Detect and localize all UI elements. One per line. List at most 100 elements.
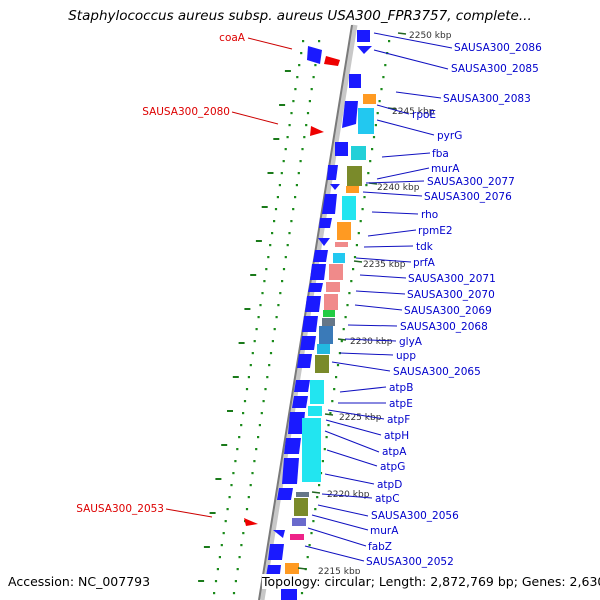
feature-orange[interactable] xyxy=(337,222,351,240)
cds-arrow[interactable] xyxy=(273,530,285,538)
track-dot xyxy=(273,220,276,223)
scale-label: 2220 kbp xyxy=(327,490,370,500)
track-dot xyxy=(353,256,357,259)
track-dot xyxy=(240,544,243,547)
feature-salmon[interactable] xyxy=(324,294,338,310)
track-dash xyxy=(279,104,286,106)
feature-steel[interactable] xyxy=(319,326,333,344)
cds-arrow[interactable] xyxy=(319,218,332,228)
feature-olive[interactable] xyxy=(347,166,362,186)
feature-cyan[interactable] xyxy=(302,418,321,482)
cds-arrow[interactable] xyxy=(292,396,308,408)
feature-cyan[interactable] xyxy=(333,253,345,263)
cds-arrow[interactable] xyxy=(307,46,322,64)
track-dot xyxy=(300,52,303,55)
cds-arrow[interactable] xyxy=(308,283,323,292)
gene-labels-right: SAUSA300_2086 SAUSA300_2085 SAUSA300_208… xyxy=(366,42,542,568)
cds-arrow[interactable] xyxy=(305,296,321,312)
cds-arrow[interactable] xyxy=(342,101,358,128)
feature-salmon[interactable] xyxy=(329,264,343,280)
cds-arrow[interactable] xyxy=(288,412,305,434)
track-dot xyxy=(265,268,268,271)
feature-orange[interactable] xyxy=(285,563,299,575)
track-dot xyxy=(232,592,236,595)
track-dot xyxy=(228,496,231,499)
cds-arrow[interactable] xyxy=(284,438,301,454)
cds-arrow[interactable] xyxy=(313,250,328,262)
track-dot xyxy=(295,184,298,187)
cds-arrow-red[interactable] xyxy=(324,56,340,66)
track-dot xyxy=(367,172,370,175)
cds-arrow[interactable] xyxy=(268,544,284,560)
track-dot xyxy=(257,436,260,439)
cds-arrow[interactable] xyxy=(322,194,337,214)
track-dot xyxy=(281,280,284,283)
track-dot xyxy=(266,376,269,379)
track-dot xyxy=(251,352,254,355)
track-dot xyxy=(378,100,381,103)
track-dot xyxy=(312,76,315,79)
feature-olive[interactable] xyxy=(315,355,329,373)
cds-arrow[interactable] xyxy=(297,354,312,368)
track-dot xyxy=(242,412,245,415)
cds-arrow[interactable] xyxy=(357,46,372,54)
cds-arrow[interactable] xyxy=(294,380,310,392)
track-dot xyxy=(292,208,295,211)
track-dot xyxy=(338,352,341,355)
feature-slate[interactable] xyxy=(296,492,309,497)
feature-cyan[interactable] xyxy=(317,344,330,354)
cds-arrow[interactable] xyxy=(330,184,340,190)
feature-magenta[interactable] xyxy=(290,534,304,540)
feature-cyan[interactable] xyxy=(342,196,356,220)
feature-cyan[interactable] xyxy=(358,108,374,134)
track-dot xyxy=(369,160,372,163)
track-dot xyxy=(260,412,263,415)
gene-label: SAUSA300_2083 xyxy=(443,93,531,105)
feature-lavender[interactable] xyxy=(292,518,306,526)
track-dot xyxy=(359,220,362,223)
track-dash xyxy=(203,546,210,548)
cds-arrow[interactable] xyxy=(282,458,299,484)
track-dot xyxy=(214,580,218,583)
gene-label: upp xyxy=(396,350,416,362)
track-dash xyxy=(238,342,245,344)
track-dot xyxy=(277,304,280,307)
cds-arrow[interactable] xyxy=(277,488,293,500)
track-dot xyxy=(288,124,291,127)
feature-salmon[interactable] xyxy=(335,242,348,247)
feature-cyan[interactable] xyxy=(351,146,366,160)
track-dot xyxy=(382,76,385,79)
gene-label: fba xyxy=(432,148,449,160)
feature-slate[interactable] xyxy=(322,318,335,326)
gene-label: glyA xyxy=(399,336,423,348)
feature-orange[interactable] xyxy=(363,94,376,104)
track-dot xyxy=(258,424,261,427)
scale-label: 2240 kbp xyxy=(377,183,420,193)
cds-arrow[interactable] xyxy=(310,264,326,280)
track-dot xyxy=(253,340,256,343)
cds-arrow[interactable] xyxy=(302,316,318,332)
track-dot xyxy=(243,400,247,403)
cds-arrow-red[interactable] xyxy=(244,518,258,526)
cds-arrow[interactable] xyxy=(335,142,348,156)
cds-arrow[interactable] xyxy=(349,74,361,88)
gene-label: SAUSA300_2070 xyxy=(407,289,495,301)
cds-arrow[interactable] xyxy=(318,238,330,246)
track-dot xyxy=(388,40,391,43)
feature-cyan[interactable] xyxy=(310,380,324,404)
gene-label: SAUSA300_2052 xyxy=(366,556,454,568)
cds-arrow-red[interactable] xyxy=(310,126,324,136)
cds-arrow[interactable] xyxy=(327,165,338,180)
feature-green[interactable] xyxy=(323,310,335,317)
cds-arrow[interactable] xyxy=(300,336,316,350)
track-dot xyxy=(275,316,278,319)
feature-cyan[interactable] xyxy=(308,406,322,416)
feature-salmon[interactable] xyxy=(326,282,340,292)
track-dot xyxy=(213,592,216,595)
feature-olive[interactable] xyxy=(294,498,308,516)
gene-label: SAUSA300_2085 xyxy=(451,63,539,75)
track-dot xyxy=(372,136,376,139)
cds-arrow[interactable] xyxy=(357,30,370,42)
feature-orange[interactable] xyxy=(346,186,359,193)
